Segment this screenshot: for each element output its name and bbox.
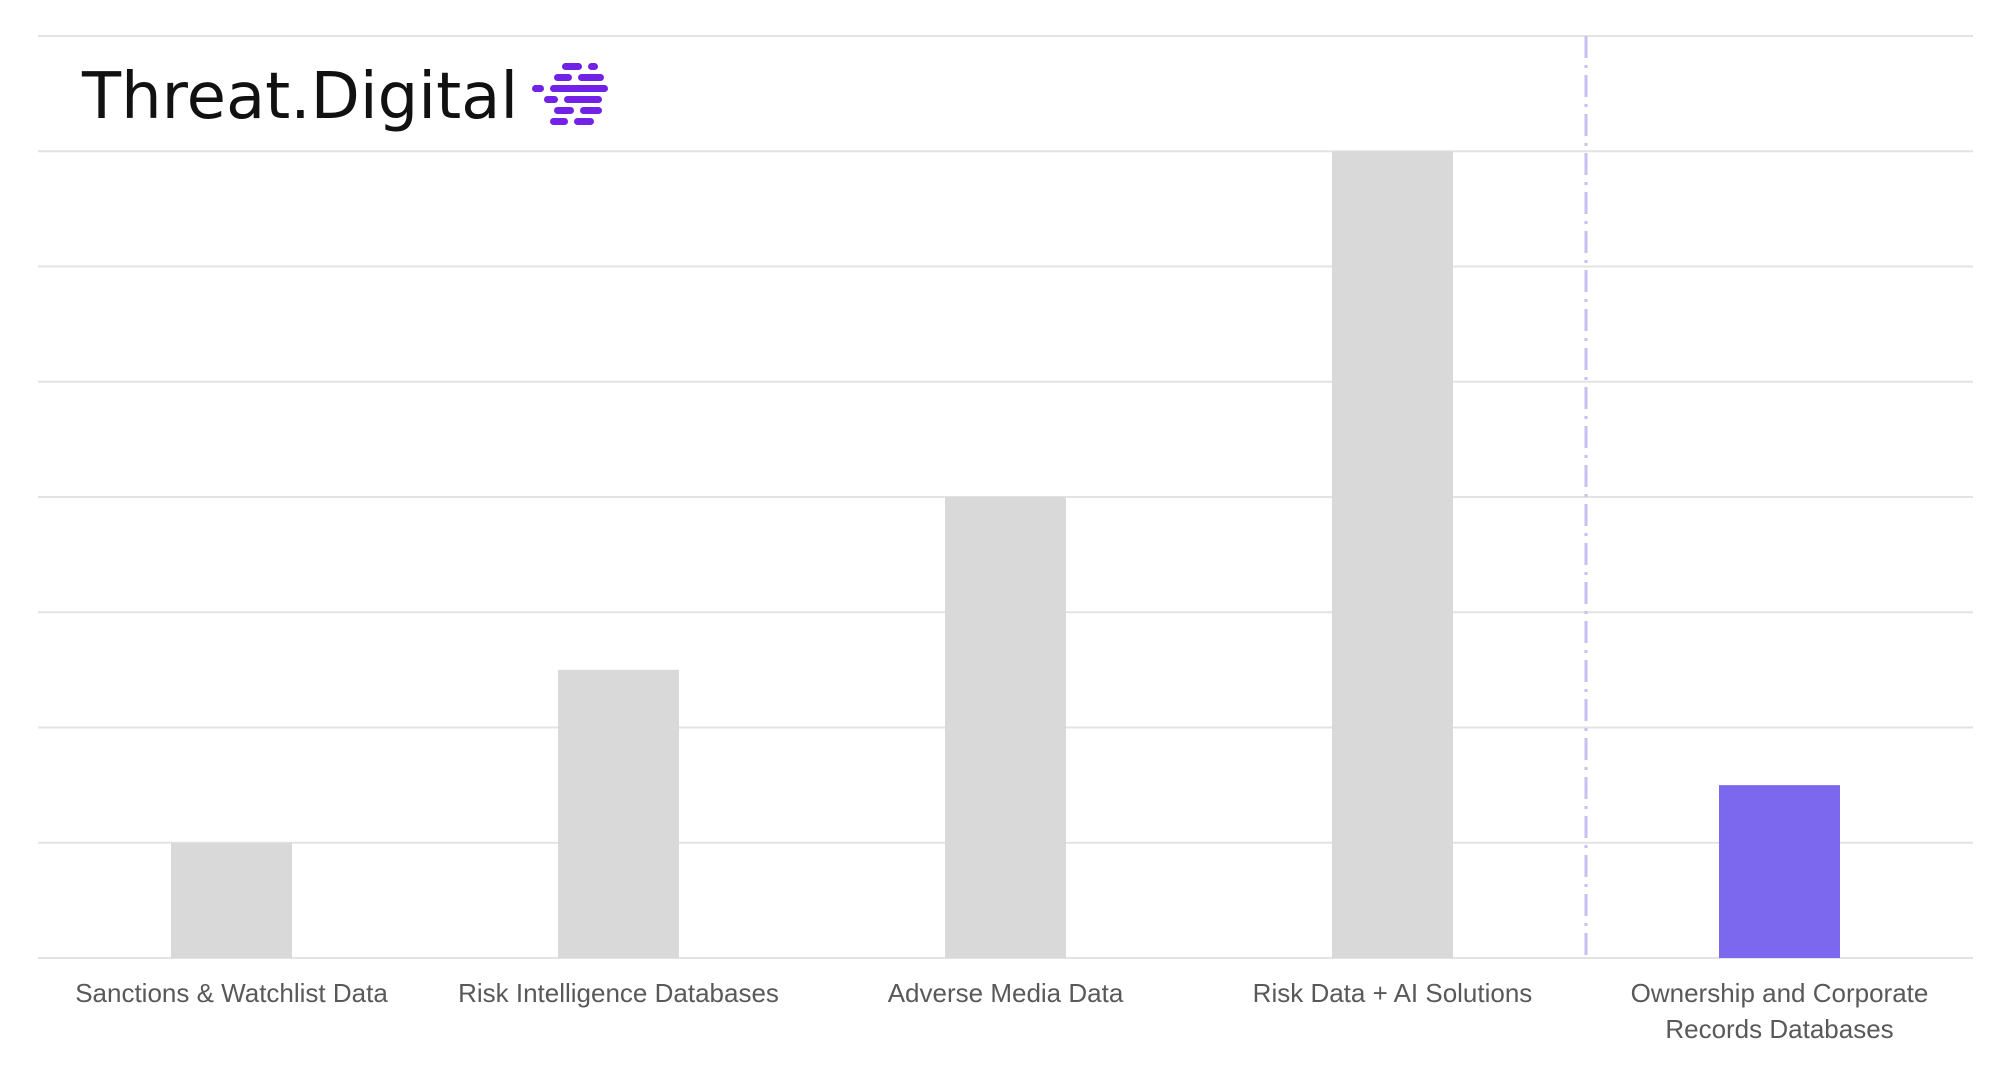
logo-dash-11 [574, 118, 594, 125]
logo-dash-3 [578, 74, 604, 81]
bar-4 [1719, 785, 1840, 958]
bars [171, 151, 1840, 958]
logo-dash-0 [562, 63, 582, 70]
logo-dash-9 [580, 107, 602, 114]
x-tick-label-1: Risk Intelligence Databases [458, 978, 779, 1008]
logo-dash-7 [564, 96, 602, 103]
bar-3 [1332, 151, 1453, 958]
logo-dash-8 [554, 107, 574, 114]
logo-dash-4 [532, 85, 544, 92]
x-tick-label-0: Sanctions & Watchlist Data [75, 978, 388, 1008]
bar-2 [945, 497, 1066, 958]
bar-1 [558, 669, 679, 958]
logo-dash-5 [550, 85, 608, 92]
stacked-lines-logo-icon [532, 63, 608, 125]
brand-logo: Threat.Digital [81, 60, 608, 134]
logo-dash-1 [588, 63, 598, 70]
bar-0 [171, 842, 292, 958]
brand-name: Threat.Digital [81, 60, 518, 134]
logo-dash-10 [550, 118, 568, 125]
logo-dash-6 [544, 96, 558, 103]
logo-dash-2 [554, 74, 572, 81]
x-tick-label-2: Adverse Media Data [888, 978, 1124, 1008]
x-axis-tick-labels: Sanctions & Watchlist Data Risk Intellige… [75, 978, 1928, 1044]
x-tick-label-4: Ownership and Corporate Records Databases [1631, 978, 1929, 1044]
x-tick-label-3: Risk Data + AI Solutions [1253, 978, 1533, 1008]
